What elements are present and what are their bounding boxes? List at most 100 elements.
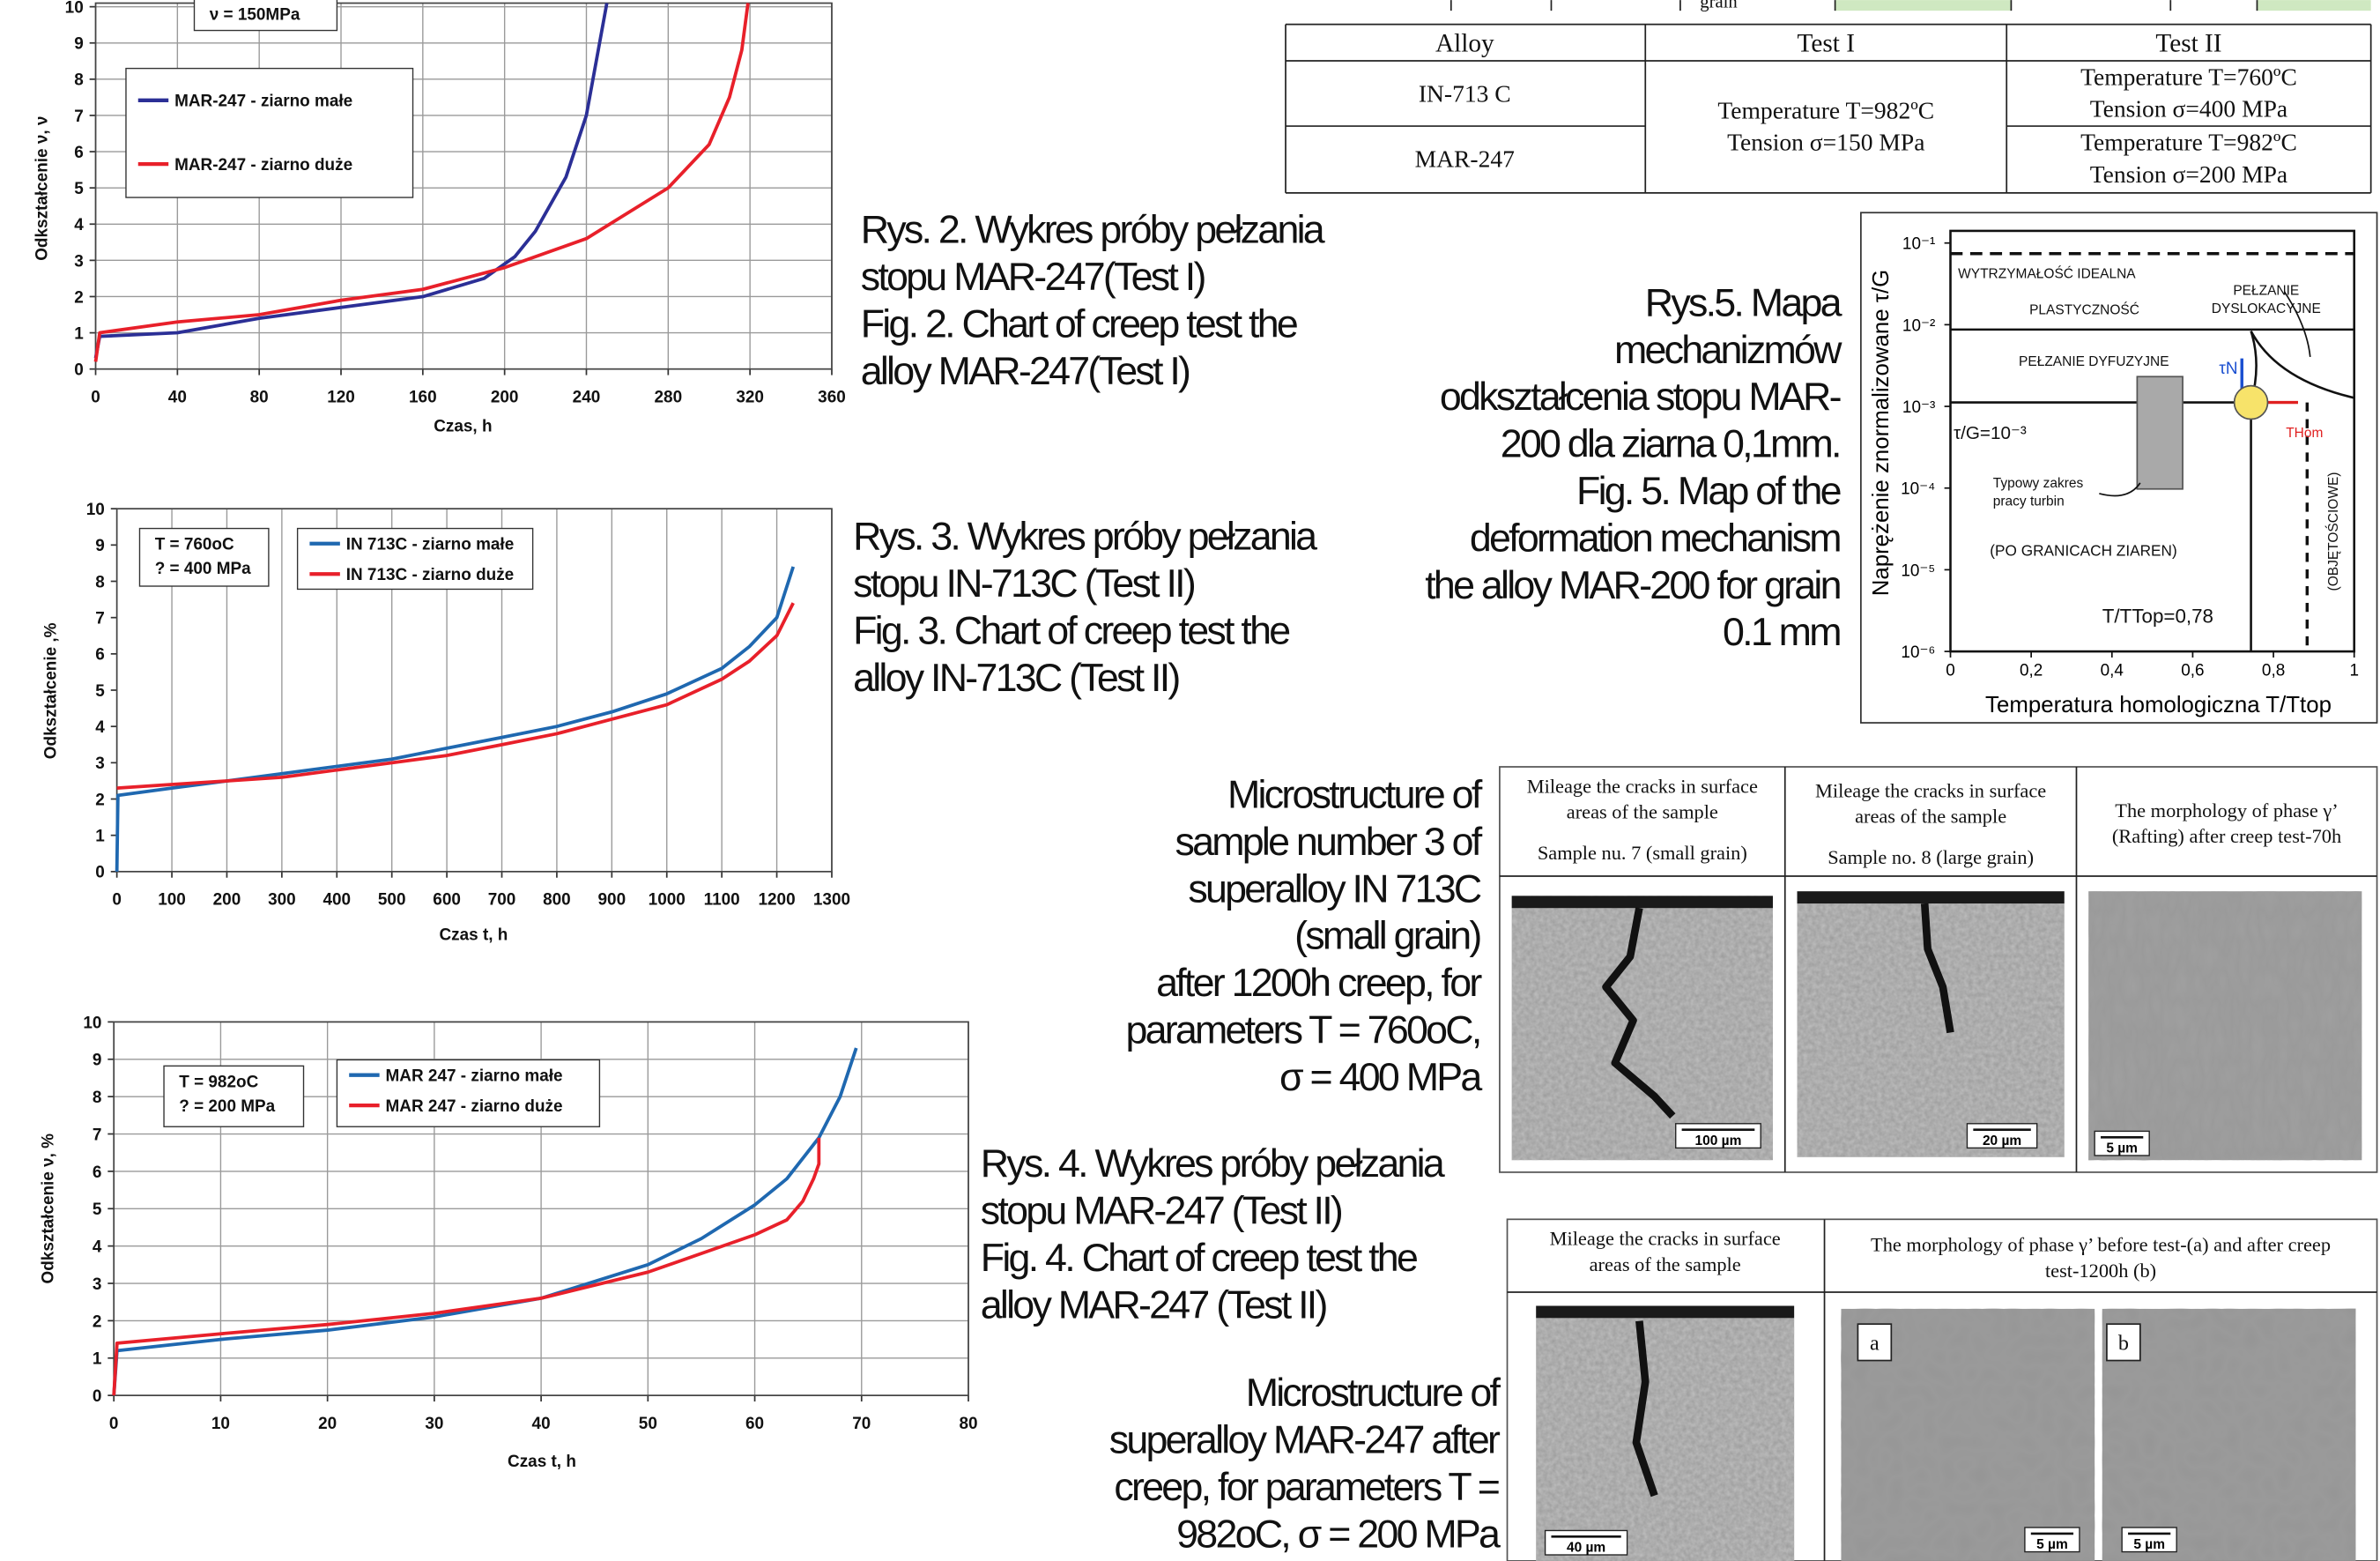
- x-tick-label: 30: [425, 1415, 443, 1433]
- legend-label: IN 713C - ziarno duże: [346, 566, 514, 584]
- scale-bar-label: 100 µm: [1695, 1134, 1742, 1148]
- y-tick-label: 10⁻³: [1902, 398, 1935, 417]
- y-tick-label: 9: [74, 35, 84, 54]
- table-cell: MAR-247: [1415, 145, 1515, 173]
- annotation: ? = 200 MPa: [179, 1097, 275, 1116]
- y-tick-label: 2: [95, 791, 105, 809]
- caption-line: superalloy IN 713C: [1188, 866, 1481, 911]
- legend-box: [296, 527, 534, 591]
- y-tick-label: 1: [74, 324, 84, 343]
- caption-line: Fig. 3. Chart of creep test the: [853, 608, 1289, 652]
- x-axis-label: Czas, h: [434, 417, 492, 435]
- annotation: ? = 400 MPa: [155, 560, 251, 578]
- micro-header: The morphology of phase γ’ before test-(…: [1871, 1233, 2331, 1255]
- micro-header: areas of the sample: [1567, 801, 1718, 823]
- caption-line: alloy IN-713C (Test II): [853, 656, 1179, 700]
- x-tick-label: 0,8: [2262, 662, 2285, 680]
- y-tick-label: 6: [95, 646, 105, 665]
- scale-bar-label: 20 µm: [1983, 1134, 2021, 1148]
- image-label: a: [1870, 1332, 1880, 1355]
- scale-bar-label: 5 µm: [2106, 1141, 2138, 1156]
- operating-point: [2233, 384, 2269, 420]
- y-tick-label: 0: [95, 864, 105, 882]
- y-tick-label: 10⁻⁵: [1901, 561, 1935, 580]
- caption-line: 0.1 mm: [1723, 610, 1840, 654]
- x-tick-label: 360: [818, 389, 846, 407]
- table-header: Test II: [2155, 30, 2221, 58]
- turbin-range: [2136, 375, 2184, 490]
- y-tick-label: 8: [95, 573, 105, 591]
- x-tick-label: 1300: [813, 891, 850, 910]
- scale-bar-box: [2121, 1527, 2177, 1553]
- x-tick-label: 600: [433, 891, 461, 910]
- y-tick-label: 10⁻⁴: [1901, 480, 1935, 499]
- micro-header: Sample no. 8 (large grain): [1828, 846, 2034, 868]
- caption-line: parameters T = 760oC,: [1125, 1008, 1479, 1052]
- y-axis-label: Odkształcenie ,%: [42, 622, 61, 759]
- micrograph-crack: [1920, 903, 1954, 1034]
- x-tick-label: 10: [211, 1415, 230, 1433]
- caption-line: Rys. 4. Wykres próby pełzania: [981, 1141, 1445, 1186]
- y-tick-label: 8: [93, 1089, 102, 1107]
- table-cell: Temperature T=982ºC: [1717, 96, 1934, 123]
- map-label: PEŁZANIE: [2233, 283, 2299, 298]
- micrograph-crack: [1632, 1320, 1658, 1498]
- scale-bar-box: [1544, 1529, 1628, 1556]
- annotation: ν = 150MPa: [210, 5, 300, 24]
- y-tick-label: 2: [74, 288, 84, 307]
- caption-line: deformation mechanism: [1470, 516, 1840, 560]
- table-header: Alloy: [1435, 30, 1494, 58]
- plot-frame: [94, 2, 833, 370]
- x-tick-label: 80: [959, 1415, 977, 1433]
- image-label: b: [2118, 1332, 2129, 1355]
- x-tick-label: 0: [109, 1415, 119, 1433]
- legend-label: MAR-247 - ziarno duże: [174, 156, 352, 175]
- y-tick-label: 10⁻¹: [1902, 235, 1935, 254]
- map-label: THom: [2286, 426, 2323, 441]
- y-tick-label: 3: [93, 1275, 102, 1294]
- x-tick-label: 500: [378, 891, 406, 910]
- x-tick-label: 800: [543, 891, 571, 910]
- caption-line: stopu MAR-247(Test I): [861, 255, 1205, 299]
- x-tick-label: 0,6: [2181, 662, 2204, 680]
- image-label-box: [2106, 1323, 2141, 1362]
- map-label: τN: [2219, 360, 2237, 378]
- micro-header: test-1200h (b): [2045, 1260, 2156, 1282]
- micro-header: The morphology of phase γ’: [2115, 799, 2338, 821]
- x-tick-label: 20: [318, 1415, 337, 1433]
- caption-line: Rys. 3. Wykres próby pełzania: [853, 515, 1317, 559]
- table-cell: Tension σ=200 MPa: [2090, 160, 2287, 188]
- x-tick-label: 700: [488, 891, 516, 910]
- annotation-box: [138, 527, 270, 587]
- caption-line: alloy MAR-247 (Test II): [981, 1282, 1327, 1327]
- micrograph: [1511, 896, 1773, 1161]
- x-tick-label: 320: [736, 389, 764, 407]
- x-tick-label: 160: [409, 389, 437, 407]
- micrograph: [2102, 1308, 2356, 1561]
- y-tick-label: 7: [74, 108, 84, 126]
- x-tick-label: 200: [213, 891, 241, 910]
- annotation-box: [193, 0, 338, 32]
- map-label: τ/G=10⁻³: [1954, 423, 2027, 443]
- micro-header: areas of the sample: [1855, 806, 2006, 828]
- data-line: [115, 566, 796, 872]
- y-tick-label: 3: [95, 754, 105, 773]
- x-tick-label: 70: [852, 1415, 871, 1433]
- micrograph-crack: [1602, 907, 1676, 1119]
- map-label: WYTRZYMAŁOŚĆ IDEALNA: [1958, 265, 2136, 281]
- scale-bar-box: [2024, 1527, 2080, 1553]
- legend-box: [336, 1059, 601, 1127]
- x-tick-label: 40: [532, 1415, 551, 1433]
- caption-line: Fig. 5. Map of the: [1576, 469, 1841, 513]
- y-tick-label: 3: [74, 252, 84, 271]
- caption-line: the alloy MAR-200 for grain: [1425, 563, 1839, 607]
- x-tick-label: 60: [745, 1415, 764, 1433]
- scale-bar-box: [2094, 1130, 2150, 1156]
- micrograph: [2088, 891, 2362, 1161]
- x-tick-label: 1100: [704, 891, 740, 910]
- micro-header: areas of the sample: [1590, 1253, 1741, 1275]
- y-tick-label: 2: [93, 1312, 102, 1331]
- x-tick-label: 0: [112, 891, 122, 910]
- plot-frame: [115, 508, 833, 873]
- y-tick-label: 10⁻²: [1902, 316, 1935, 335]
